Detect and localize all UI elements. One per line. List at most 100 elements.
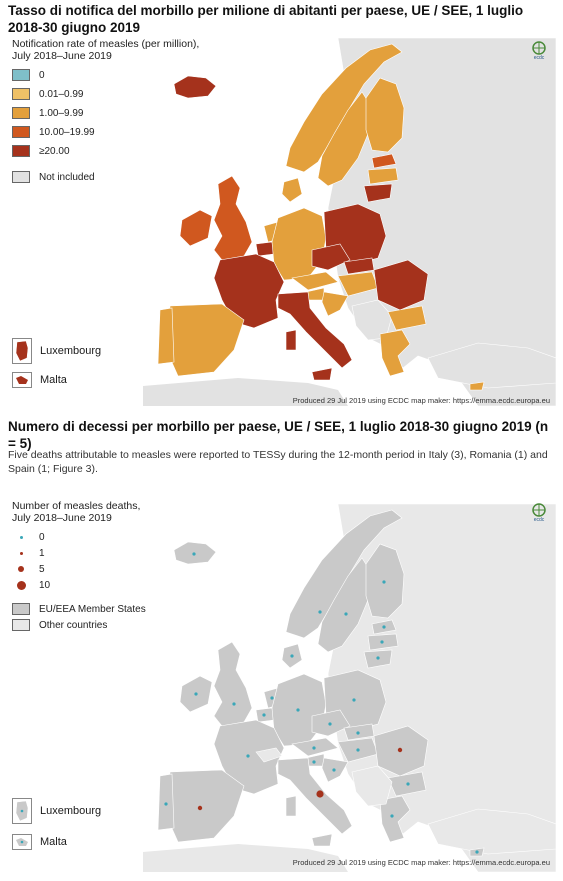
legend-label: 1 <box>39 547 45 559</box>
marker-france <box>246 754 250 758</box>
country-iceland <box>173 75 217 99</box>
marker-uk <box>232 702 236 706</box>
ecdc-logo-icon: ecdc <box>532 503 546 522</box>
country-portugal <box>157 307 175 365</box>
marker-spain <box>197 805 203 811</box>
map2-svg <box>143 503 556 872</box>
legend-swatch <box>12 619 30 631</box>
legend-swatch <box>12 69 30 81</box>
map1-legend-item: 10.00–19.99 <box>12 125 199 139</box>
legend-dot <box>18 566 24 572</box>
legend-label: 0.01–0.99 <box>39 88 84 100</box>
map2-fill-legend-item: Other countries <box>12 618 146 632</box>
ecdc-logo-icon: ecdc <box>532 41 546 60</box>
map1-legend-item: 0 <box>12 68 199 82</box>
country-germany <box>271 207 327 281</box>
map2-fill-legend-item: EU/EEA Member States <box>12 602 146 616</box>
country-norway <box>285 509 403 639</box>
map2-landmass <box>143 503 556 872</box>
country-spain <box>169 769 245 843</box>
turkey <box>427 808 556 855</box>
luxembourg-label: Luxembourg <box>40 805 102 817</box>
country-croatia <box>321 291 349 317</box>
marker-bulgaria <box>406 782 410 786</box>
country-finland <box>365 77 405 153</box>
marker-cyprus <box>475 850 479 854</box>
marker-belgium <box>262 713 266 717</box>
country-italy <box>277 757 353 835</box>
country-sardinia <box>285 329 297 351</box>
map2-produced-credit: Produced 29 Jul 2019 using ECDC map make… <box>292 858 550 867</box>
marker-portugal <box>164 802 168 806</box>
marker-sweden <box>344 612 348 616</box>
country-norway <box>285 43 403 173</box>
legend-dot <box>19 535 23 539</box>
legend-swatch <box>12 88 30 100</box>
marker-germany <box>296 708 300 712</box>
map1-legend-item: 1.00–9.99 <box>12 106 199 120</box>
marker-finland <box>382 580 386 584</box>
marker-iceland <box>192 552 196 556</box>
legend-label: 10.00–19.99 <box>39 126 95 138</box>
map1-legend-item: Not included <box>12 170 199 184</box>
marker-slovakia <box>356 731 360 735</box>
map2-legend-item: 1 <box>12 546 146 560</box>
logo-text: ecdc <box>534 55 545 60</box>
legend-dot <box>19 551 23 555</box>
marker-austria <box>312 746 316 750</box>
marker-lithuania <box>376 656 380 660</box>
country-bulgaria <box>387 305 427 331</box>
map2-description: Five deaths attributable to measles were… <box>8 449 548 475</box>
marker-czechia <box>328 722 332 726</box>
malta-label: Malta <box>40 374 67 386</box>
malta-inset-icon <box>12 834 32 850</box>
marker-estonia <box>382 625 386 629</box>
country-greece <box>379 795 411 843</box>
map2-legend-item: 5 <box>12 562 146 576</box>
map2-legend: Number of measles deaths, July 2018–June… <box>12 500 146 637</box>
country-spain <box>169 303 245 377</box>
country-france <box>213 253 285 329</box>
country-denmark <box>281 177 303 203</box>
north-africa <box>143 378 348 406</box>
legend-label: 1.00–9.99 <box>39 107 84 119</box>
marker-netherlands <box>270 696 274 700</box>
malta-label: Malta <box>40 836 67 848</box>
map1-legend-title-line1: Notification rate of measles (per millio… <box>12 38 200 50</box>
marker-croatia <box>332 768 336 772</box>
legend-label: Not included <box>39 171 95 183</box>
country-austria <box>291 271 339 291</box>
country-greece <box>379 329 411 377</box>
legend-label: 10 <box>39 579 51 591</box>
country-sicily <box>311 833 333 847</box>
country-romania <box>373 259 429 311</box>
legend-dot <box>16 580 26 590</box>
legend-swatch <box>12 145 30 157</box>
marker-greece <box>390 814 394 818</box>
legend-swatch <box>12 603 30 615</box>
marker-ireland <box>194 692 198 696</box>
legend-label: Other countries <box>39 619 108 631</box>
map1-produced-credit: Produced 29 Jul 2019 using ECDC map make… <box>292 396 550 405</box>
map2-legend-item: 10 <box>12 578 146 592</box>
map1-legend-title-line2: July 2018–June 2019 <box>12 50 112 62</box>
marker-slovenia <box>312 760 316 764</box>
malta-inset-icon <box>12 372 32 388</box>
map1-title: Tasso di notifica del morbillo per milio… <box>8 3 524 35</box>
legend-label: 5 <box>39 563 45 575</box>
map1-legend-item: ≥20.00 <box>12 144 199 158</box>
country-sardinia <box>285 795 297 817</box>
turkey <box>427 342 556 389</box>
balkans-non-eu <box>351 765 393 807</box>
map2-inset-malta: Malta <box>12 834 67 850</box>
country-sicily <box>311 367 333 381</box>
map1-legend-item: 0.01–0.99 <box>12 87 199 101</box>
legend-label: EU/EEA Member States <box>39 603 146 615</box>
country-uk <box>213 641 253 727</box>
marker-latvia <box>380 640 384 644</box>
map1-inset-malta: Malta <box>12 372 67 388</box>
map2-legend-item: 0 <box>12 530 146 544</box>
country-lithuania <box>363 183 393 203</box>
marker-norway <box>318 610 322 614</box>
north-africa <box>143 844 348 872</box>
